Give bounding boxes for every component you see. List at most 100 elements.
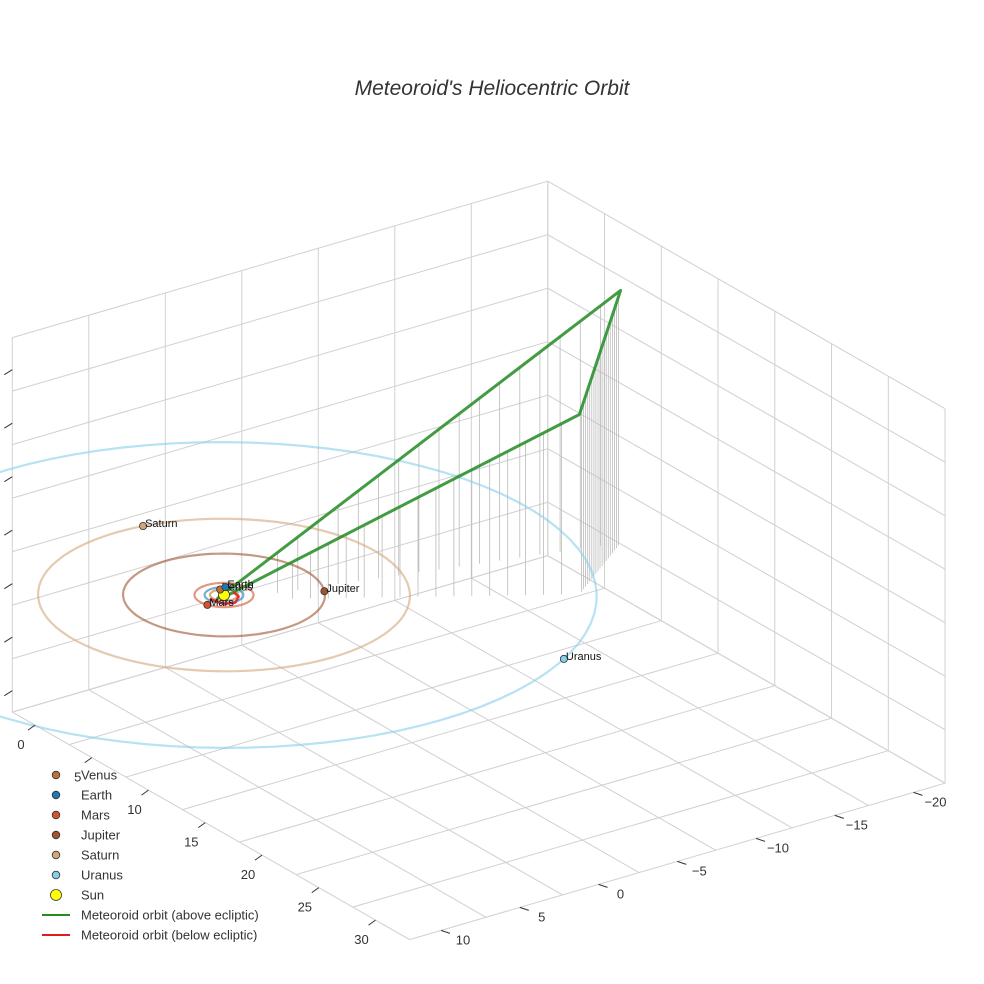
legend-swatch <box>51 850 61 860</box>
planet-marker-jupiter <box>320 587 329 596</box>
x-tick <box>141 789 149 796</box>
y-tick-label: −10 <box>767 840 789 855</box>
grid-line <box>547 501 946 731</box>
grid-line <box>12 180 548 339</box>
planet-marker-mars <box>203 600 212 609</box>
x-tick <box>311 887 320 894</box>
legend: Venus Earth Mars Jupiter Saturn Uranus Sun Mete… <box>42 768 259 943</box>
legend-label: Sun <box>81 888 104 903</box>
z-tick <box>4 476 13 483</box>
grid-line <box>318 622 716 851</box>
grid-line <box>165 666 563 896</box>
planet-label-venus: Venus <box>222 582 253 594</box>
z-tick <box>4 583 13 590</box>
x-tick <box>368 919 376 926</box>
legend-label: Jupiter <box>81 828 121 843</box>
grid-line <box>547 341 946 570</box>
y-tick <box>677 860 687 865</box>
y-tick-label: 10 <box>456 932 470 947</box>
y-tick-label: −15 <box>846 817 868 832</box>
x-tick-label: 15 <box>184 835 198 850</box>
grid-line <box>547 287 946 517</box>
grid-line <box>12 287 548 446</box>
legend-label: Uranus <box>81 868 123 883</box>
legend-swatch <box>51 830 61 840</box>
legend-label: Meteoroid orbit (below ecliptic) <box>81 928 257 943</box>
drop-lines <box>277 296 619 599</box>
x-tick-label: 25 <box>298 900 312 915</box>
grid-line <box>547 555 946 784</box>
orbit-uranus <box>0 440 598 750</box>
grid-line <box>125 620 662 778</box>
z-tick <box>4 636 13 643</box>
meteoroid-line <box>209 591 240 606</box>
z-tick <box>4 690 13 697</box>
planet-label-mars: Mars <box>209 597 234 609</box>
legend-label: Mars <box>81 808 110 823</box>
y-tick-label: 5 <box>538 909 545 924</box>
grid-line <box>12 394 548 553</box>
chart-title: Meteoroid's Heliocentric Orbit <box>355 77 631 100</box>
planet-marker-earth <box>221 583 230 592</box>
meteoroid-orbits <box>209 288 623 606</box>
grid-line <box>295 717 832 876</box>
planet-label-earth: Earth <box>227 579 253 591</box>
x-tick-label: 30 <box>354 932 368 947</box>
legend-swatch <box>51 790 61 800</box>
y-tick-label: −20 <box>924 794 946 809</box>
grid-line <box>12 234 548 392</box>
legend-label: Venus <box>81 768 118 783</box>
y-tick-label: −5 <box>692 863 707 878</box>
grid-line <box>547 180 946 410</box>
grid-line <box>12 448 548 606</box>
x-tick <box>84 757 93 764</box>
grid-line <box>68 587 605 746</box>
y-tick <box>440 929 451 934</box>
y-tick-label: 0 <box>617 886 624 901</box>
planet-marker-saturn <box>139 522 148 531</box>
legend-swatch <box>51 770 61 780</box>
planet-label-jupiter: Jupiter <box>326 583 359 595</box>
meteoroid-line <box>216 288 623 601</box>
legend-label: Earth <box>81 788 112 803</box>
grid-line <box>12 555 548 713</box>
grid-line <box>471 577 869 806</box>
legend-swatch <box>50 889 62 901</box>
legend-label: Saturn <box>81 848 119 863</box>
orbit-saturn <box>36 517 412 673</box>
z-tick <box>4 369 13 376</box>
y-tick <box>913 791 923 796</box>
x-tick <box>27 724 36 731</box>
grid-line <box>394 599 793 829</box>
x-tick-label: 10 <box>127 802 141 817</box>
grid-line <box>239 685 775 843</box>
grid-line <box>547 448 946 677</box>
y-tick <box>519 906 529 911</box>
planet-label-saturn: Saturn <box>145 518 177 530</box>
grid-line <box>352 750 889 908</box>
legend-label: Meteoroid orbit (above ecliptic) <box>81 908 259 923</box>
legend-swatch <box>51 870 61 880</box>
planet-marker-uranus <box>559 654 568 663</box>
grid-line <box>182 652 719 811</box>
grid-line <box>12 711 410 941</box>
z-tick <box>4 422 13 429</box>
grid-line <box>12 501 548 660</box>
x-tick-label: 0 <box>17 737 24 752</box>
y-tick <box>598 883 608 888</box>
grid <box>11 180 946 941</box>
x-tick <box>198 822 206 829</box>
x-tick <box>254 854 263 861</box>
orbit-mars <box>193 581 255 609</box>
z-tick <box>4 529 13 536</box>
y-tick <box>834 814 844 819</box>
grid-line <box>241 644 640 874</box>
legend-swatch <box>51 810 61 820</box>
planet-label-uranus: Uranus <box>566 651 602 663</box>
planet-orbits <box>0 440 598 750</box>
y-tick <box>755 837 766 842</box>
grid-line <box>547 394 946 624</box>
